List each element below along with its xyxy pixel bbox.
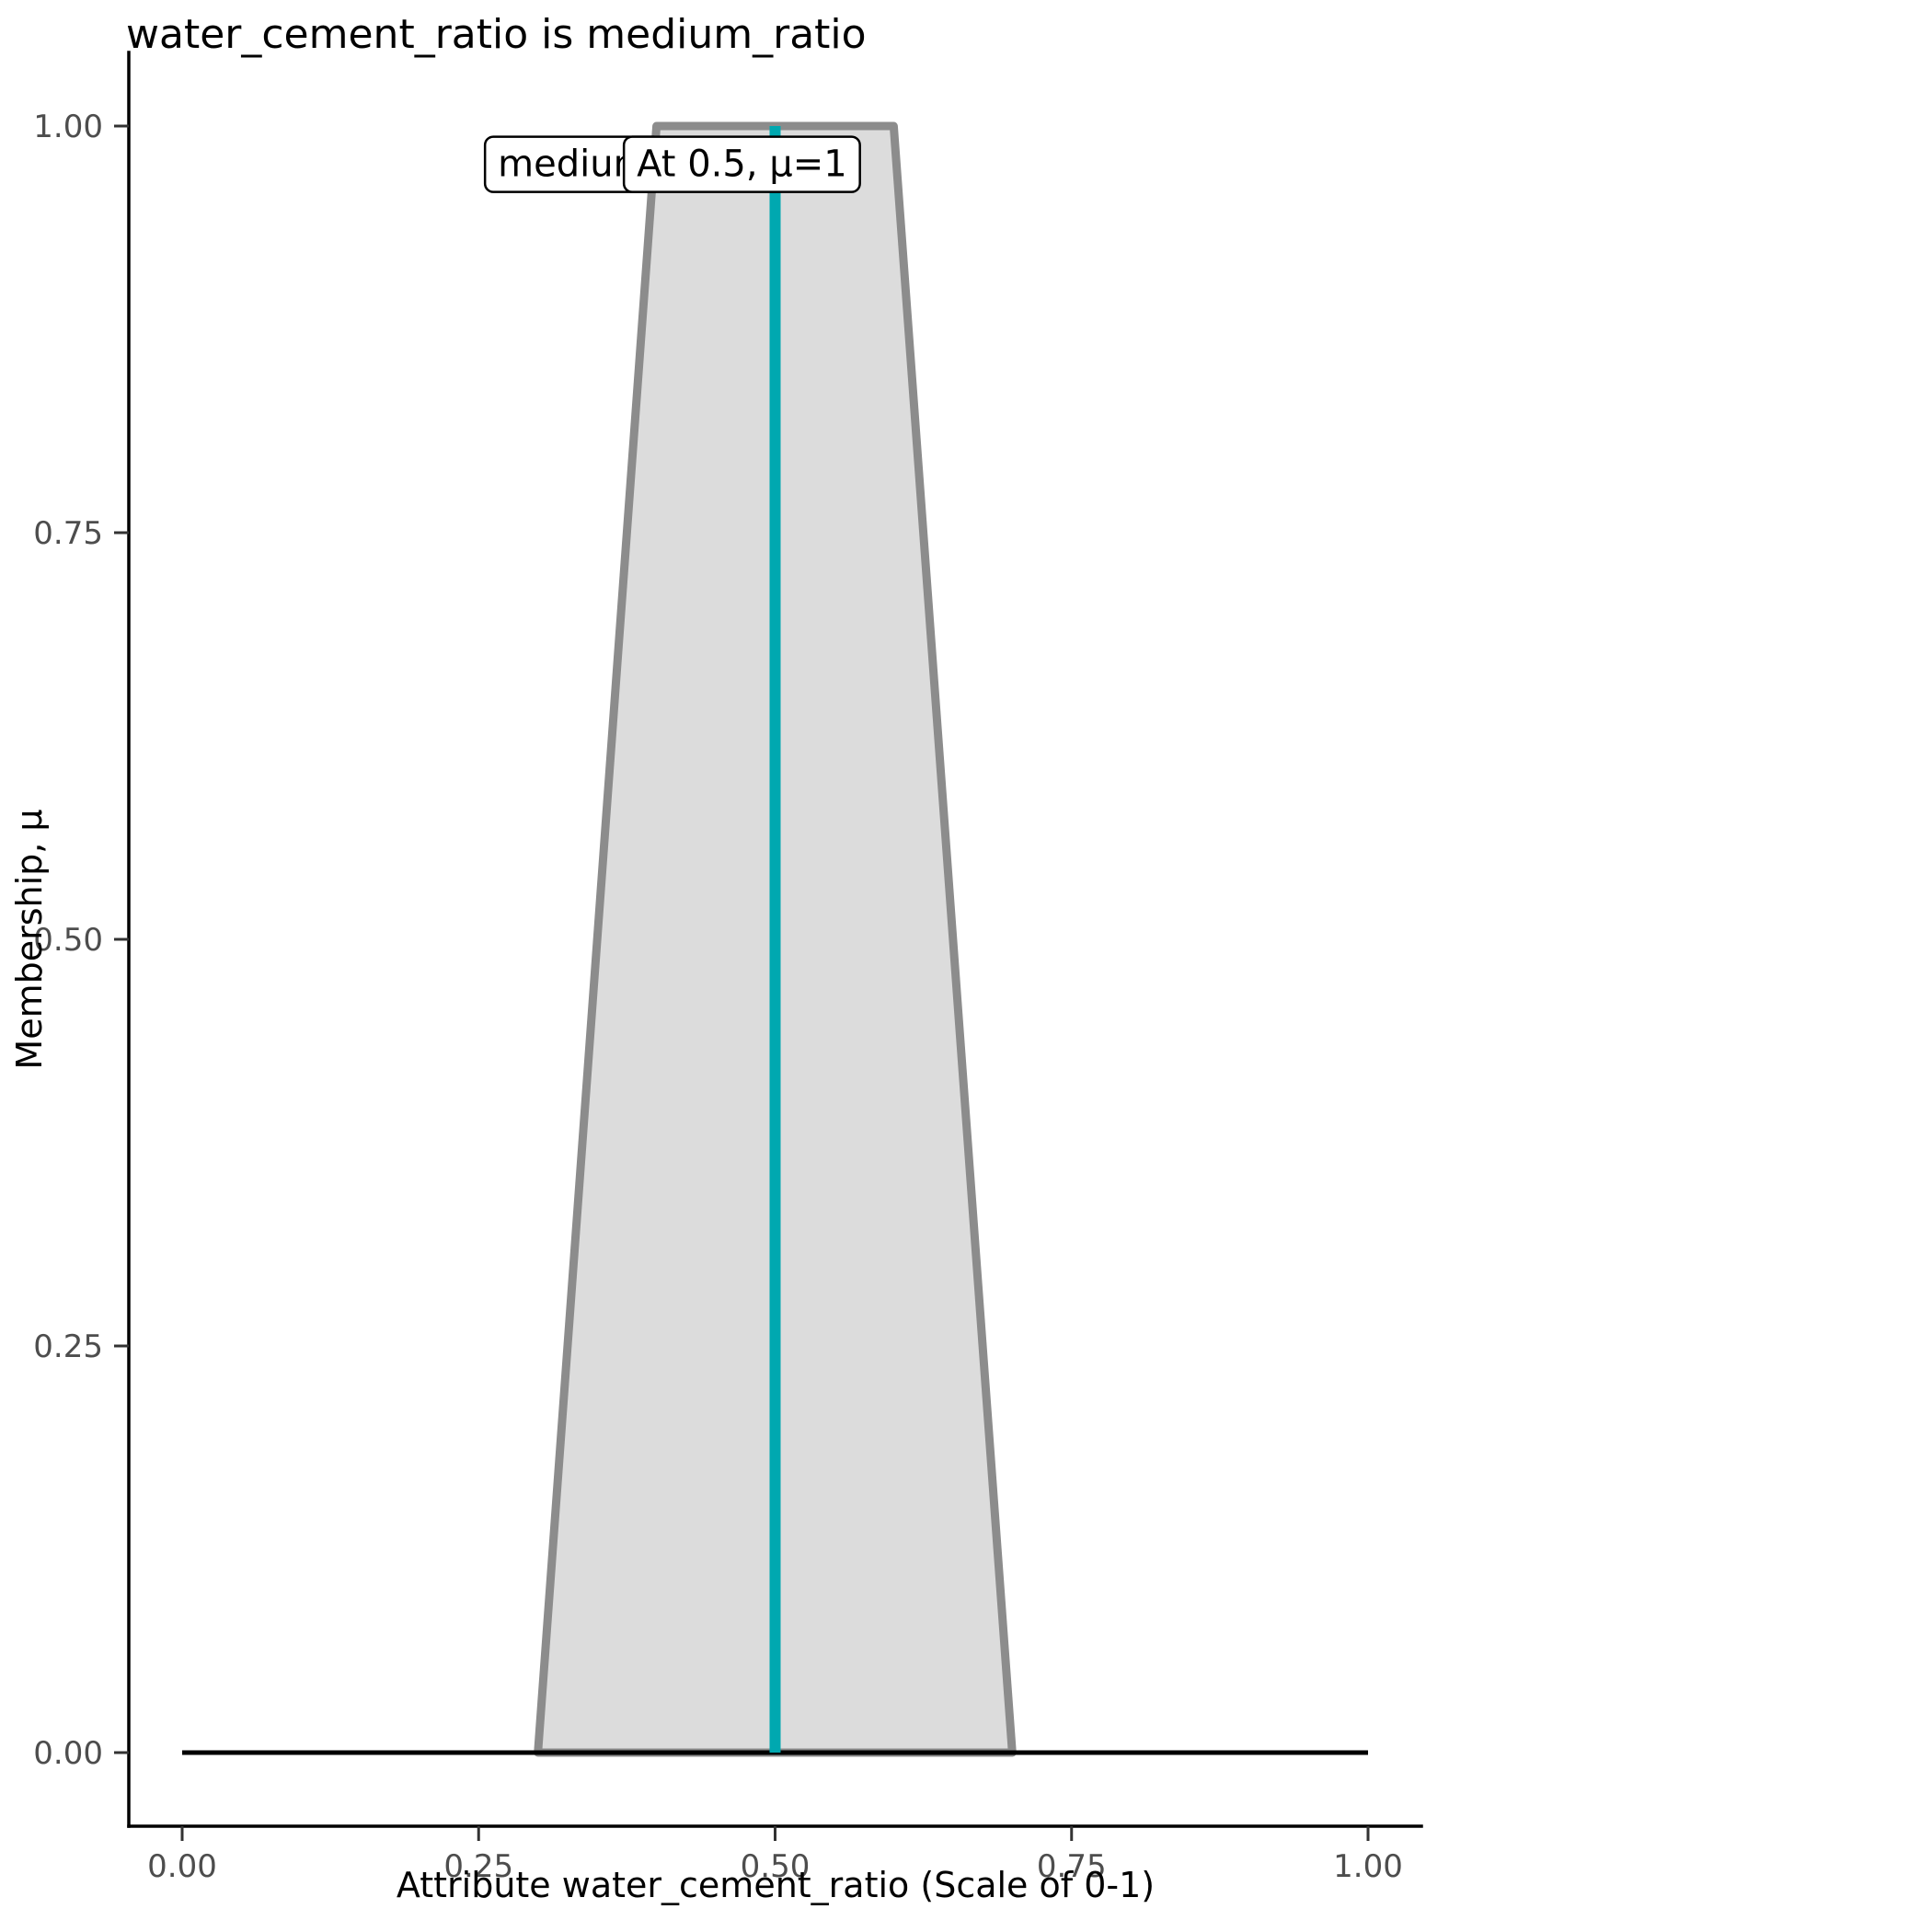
- x-axis-ticks: 0.00 0.25 0.50 0.75 1.00: [147, 1826, 1403, 1885]
- x-tick-label: 0.25: [443, 1848, 513, 1885]
- y-tick-label: 0.00: [33, 1735, 103, 1772]
- y-tick-label: 1.00: [33, 109, 103, 145]
- x-tick-label: 0.50: [741, 1848, 811, 1885]
- chart-title: water_cement_ratio is medium_ratio: [126, 11, 867, 58]
- y-axis-ticks: 0.00 0.25 0.50 0.75 1.00: [33, 109, 129, 1772]
- annotation-text: At 0.5, μ=1: [637, 144, 847, 186]
- x-tick-label: 1.00: [1333, 1848, 1403, 1885]
- y-tick-label: 0.50: [33, 922, 103, 959]
- y-tick-label: 0.25: [33, 1328, 103, 1365]
- x-tick-label: 0.00: [147, 1848, 217, 1885]
- annotation-label: At 0.5, μ=1: [622, 135, 861, 193]
- x-axis-label: Attribute water_cement_ratio (Scale of 0…: [397, 1865, 1155, 1905]
- y-tick-label: 0.75: [33, 515, 103, 552]
- x-tick-label: 0.75: [1037, 1848, 1107, 1885]
- annotation-box: [622, 135, 861, 193]
- y-axis-label: Membership, μ: [9, 809, 50, 1069]
